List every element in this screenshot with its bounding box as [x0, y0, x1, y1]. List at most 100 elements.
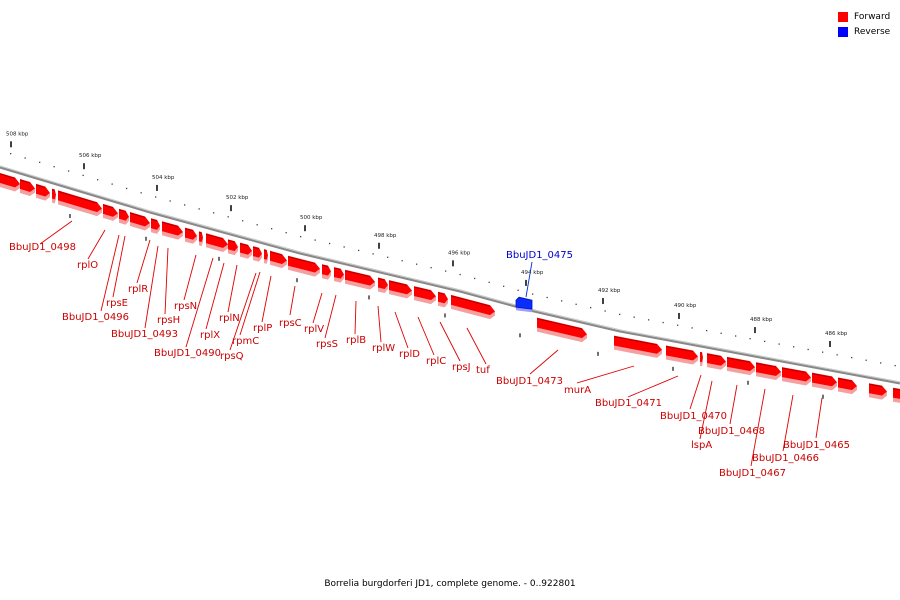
- gene-arrow: [613, 335, 662, 358]
- gene-arrow-shadow: [36, 193, 50, 201]
- scale-tick-label: 508 kbp: [6, 131, 29, 137]
- gene-arrow-shadow: [756, 371, 781, 380]
- gene-arrow-body: [614, 335, 662, 354]
- gene-arrow: [19, 179, 35, 196]
- gene-arrow-edge: [333, 267, 341, 271]
- genome-backbone: [0, 165, 900, 385]
- leader-line: [205, 262, 225, 330]
- leader-line: [782, 394, 794, 452]
- leader-line: [239, 271, 261, 336]
- backbone-line: [0, 165, 900, 385]
- gene-label: rplP: [253, 323, 272, 334]
- gene-arrow-body: [756, 362, 781, 376]
- leader-line: [354, 300, 357, 335]
- gene-label: BbuJD1_0493: [111, 329, 178, 340]
- scale-dot: [140, 192, 142, 194]
- gene-label: rplR: [128, 284, 148, 295]
- gene-arrow-shadow: [58, 200, 102, 217]
- gene-label: rplO: [77, 260, 98, 271]
- gene-label: rplW: [372, 343, 395, 354]
- scale-dot: [68, 170, 70, 172]
- gene-arrow-shadow: [20, 188, 35, 196]
- scale-dot: [517, 289, 519, 291]
- gene-arrow-edge: [755, 362, 777, 368]
- gene-label: BbuJD1_0470: [660, 411, 727, 422]
- scale-dot: [430, 266, 432, 269]
- gene-arrow-shadow: [162, 231, 183, 240]
- gene-arrow-edge: [344, 270, 371, 278]
- scale-dot: [532, 293, 534, 295]
- gene-label: rpsN: [174, 301, 197, 312]
- scale-dot: [111, 183, 113, 185]
- gene-label: lspA: [691, 440, 712, 451]
- gene-arrow-body: [206, 233, 228, 248]
- scale-ticks: 508 kbp 506 kbp 504 kbp 502 kbp 500 kbp 498 k…: [6, 131, 848, 399]
- gene-arrow-edge: [227, 239, 235, 243]
- gene-arrow-edge: [184, 228, 194, 232]
- gene-arrow-edge: [450, 295, 491, 307]
- gene-arrow: [344, 269, 375, 290]
- gene-arrow-edge: [665, 346, 694, 353]
- gene-label: rplX: [200, 330, 220, 341]
- gene-arrow-edge: [198, 231, 202, 234]
- scale-dot: [807, 348, 809, 351]
- scale-dot: [39, 161, 41, 163]
- gene-arrow-body: [700, 351, 703, 363]
- gene-arrow-shadow: [537, 327, 587, 343]
- leader-line: [136, 239, 151, 284]
- gene-arrow: [118, 208, 129, 225]
- scale-tick-label: 492 kbp: [598, 288, 621, 294]
- gene-arrow-shadow: [253, 253, 262, 262]
- gene-label: BbuJD1_0468: [698, 426, 765, 437]
- gene-label: murA: [564, 385, 591, 396]
- gene-arrow-edge: [19, 179, 31, 184]
- leader-line: [815, 397, 823, 439]
- reverse-gene-arrow: [515, 296, 533, 310]
- leader-line: [417, 316, 435, 356]
- scale-dot: [242, 220, 244, 222]
- gene-arrow-edge: [263, 249, 267, 252]
- scale-dot: [749, 338, 751, 340]
- gene-arrow-edge: [35, 184, 46, 189]
- gene-label: BbuJD1_0467: [719, 468, 786, 479]
- scale-dot: [372, 253, 374, 255]
- scale-dot: [590, 307, 592, 309]
- gene-arrow: [388, 280, 412, 299]
- gene-arrow-edge: [0, 173, 16, 179]
- scale-tick-label: 504 kbp: [152, 175, 175, 181]
- gene-arrow-shadow: [838, 386, 857, 395]
- gene-label: BbuJD1_0466: [752, 453, 819, 464]
- gene-arrow-edge: [51, 189, 55, 191]
- gene-arrow-edge: [118, 209, 126, 213]
- gene-arrow-edge: [269, 251, 283, 256]
- gene-arrow: [706, 353, 726, 370]
- scale-tick-label: 496 kbp: [448, 250, 471, 256]
- gene-arrow-shadow: [52, 194, 56, 204]
- gene-arrow-shadow: [240, 250, 252, 259]
- legend-forward-label: Forward: [854, 11, 891, 22]
- scale-dot: [329, 242, 331, 245]
- scale-tick-label: 502 kbp: [226, 195, 249, 201]
- gene-arrow: [665, 345, 698, 365]
- scale-tick-label: 500 kbp: [300, 215, 323, 221]
- scale-dot: [778, 343, 780, 345]
- gene-arrow-edge: [536, 318, 583, 330]
- leader-line: [466, 327, 487, 365]
- gene-arrow-body: [0, 173, 20, 188]
- gene-label: rpsE: [106, 298, 128, 309]
- label-leader-lines: [39, 220, 823, 467]
- scale-dot: [633, 316, 635, 318]
- gene-arrow: [263, 249, 268, 264]
- gene-arrow: [184, 227, 197, 244]
- leader-line: [439, 321, 461, 362]
- gene-arrow-edge: [837, 377, 853, 382]
- gene-arrow-shadow: [345, 279, 375, 290]
- gene-arrow: [377, 277, 388, 294]
- scale-dot: [575, 303, 577, 305]
- scale-dot: [169, 200, 171, 202]
- gene-arrow-body: [782, 367, 811, 382]
- gene-arrow-body: [414, 286, 436, 301]
- gene-arrow-body: [727, 356, 755, 372]
- gene-arrow: [726, 356, 755, 376]
- gene-arrow-shadow: [869, 391, 887, 400]
